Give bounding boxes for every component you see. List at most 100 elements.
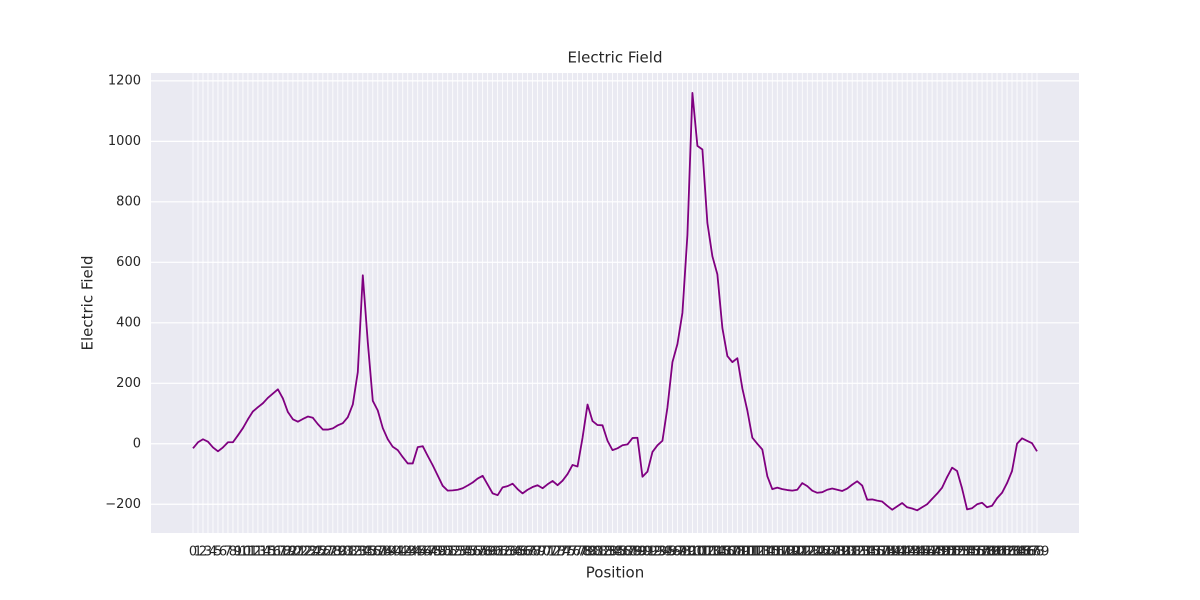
x-tick-label: 21	[290, 545, 307, 560]
x-tick-label: 52	[444, 545, 461, 560]
x-tick-label: 145	[905, 545, 930, 560]
x-tick-label: 143	[895, 545, 920, 560]
x-tick-label: 119	[775, 545, 800, 560]
x-tick-label: 70	[534, 545, 551, 560]
x-tick-label: 2	[199, 545, 207, 560]
x-tick-label: 67	[519, 545, 536, 560]
plot-area	[151, 73, 1079, 533]
x-tick-label: 5	[214, 545, 222, 560]
x-tick-label: 6	[219, 545, 227, 560]
x-tick-label: 48	[424, 545, 441, 560]
x-tick-label: 80	[584, 545, 601, 560]
x-tick-label: 24	[305, 545, 322, 560]
x-tick-label: 32	[345, 545, 362, 560]
x-tick-label: 167	[1015, 545, 1040, 560]
x-tick-label: 120	[780, 545, 805, 560]
x-tick-label: 38	[375, 545, 392, 560]
x-tick-label: 35	[360, 545, 377, 560]
x-tick-label: 124	[800, 545, 825, 560]
x-tick-label: 28	[325, 545, 342, 560]
x-tick-label: 131	[835, 545, 860, 560]
x-tick-label: 89	[629, 545, 646, 560]
x-tick-label: 51	[439, 545, 456, 560]
x-tick-label: 22	[295, 545, 312, 560]
x-tick-label: 154	[950, 545, 975, 560]
y-tick-label: 600	[116, 255, 141, 270]
x-tick-label: 159	[975, 545, 1000, 560]
x-tick-label: 138	[870, 545, 895, 560]
x-tick-label: 41	[389, 545, 406, 560]
y-tick-label: 400	[116, 315, 141, 330]
x-tick-label: 15	[260, 545, 277, 560]
x-tick-label: 98	[674, 545, 691, 560]
x-tick-label: 148	[920, 545, 945, 560]
y-tick-label: 200	[116, 376, 141, 391]
x-tick-label: 114	[750, 545, 775, 560]
x-tick-label: 53	[449, 545, 466, 560]
x-tick-label: 31	[340, 545, 357, 560]
x-tick-label: 91	[639, 545, 656, 560]
x-tick-label: 33	[350, 545, 367, 560]
x-axis-label: Position	[586, 564, 644, 582]
x-tick-label: 84	[604, 545, 621, 560]
x-tick-label: 39	[379, 545, 396, 560]
x-tick-label: 25	[310, 545, 327, 560]
x-tick-label: 29	[330, 545, 347, 560]
x-tick-label: 168	[1020, 545, 1045, 560]
x-tick-label: 125	[805, 545, 830, 560]
x-tick-label: 116	[760, 545, 785, 560]
x-tick-label: 86	[614, 545, 631, 560]
x-tick-label: 162	[990, 545, 1015, 560]
x-tick-label: 43	[399, 545, 416, 560]
x-tick-label: 113	[745, 545, 770, 560]
x-tick-label: 112	[740, 545, 765, 560]
x-tick-label: 133	[845, 545, 870, 560]
x-tick-label: 78	[574, 545, 591, 560]
x-tick-label: 34	[355, 545, 372, 560]
x-tick-label: 62	[494, 545, 511, 560]
x-tick-label: 115	[755, 545, 780, 560]
x-tick-label: 69	[529, 545, 546, 560]
x-tick-label: 17	[270, 545, 287, 560]
x-tick-label: 58	[474, 545, 491, 560]
x-tick-label: 94	[654, 545, 671, 560]
x-tick-label: 79	[579, 545, 596, 560]
y-tick-label: 800	[116, 194, 141, 209]
x-tick-label: 163	[995, 545, 1020, 560]
x-tick-label: 92	[644, 545, 661, 560]
x-tick-label: 63	[499, 545, 516, 560]
x-tick-label: 141	[885, 545, 910, 560]
x-tick-label: 150	[930, 545, 955, 560]
x-tick-label: 8	[229, 545, 237, 560]
x-tick-label: 158	[970, 545, 995, 560]
x-tick-label: 122	[790, 545, 815, 560]
x-tick-label: 88	[624, 545, 641, 560]
x-tick-label: 11	[240, 545, 257, 560]
x-tick-label: 74	[554, 545, 571, 560]
y-tick-label: 0	[133, 436, 141, 451]
data-line	[192, 92, 1038, 512]
x-tick-label: 85	[609, 545, 626, 560]
x-tick-label: 87	[619, 545, 636, 560]
x-tick-label: 77	[569, 545, 586, 560]
x-tick-label: 166	[1010, 545, 1035, 560]
x-tick-label: 14	[255, 545, 272, 560]
x-tick-label: 44	[404, 545, 421, 560]
x-tick-label: 16	[265, 545, 282, 560]
x-tick-label: 30	[335, 545, 352, 560]
x-tick-label: 109	[725, 545, 750, 560]
marks	[192, 92, 1038, 512]
x-tick-label: 129	[825, 545, 850, 560]
x-tick-label: 152	[940, 545, 965, 560]
x-tick-label: 59	[479, 545, 496, 560]
x-tick-label: 54	[454, 545, 471, 560]
x-tick-label: 19	[280, 545, 297, 560]
x-tick-label: 82	[594, 545, 611, 560]
x-tick-label: 127	[815, 545, 840, 560]
x-tick-label: 83	[599, 545, 616, 560]
x-tick-label: 146	[910, 545, 935, 560]
y-tick-label: 1000	[108, 134, 141, 149]
x-tick-label: 56	[464, 545, 481, 560]
